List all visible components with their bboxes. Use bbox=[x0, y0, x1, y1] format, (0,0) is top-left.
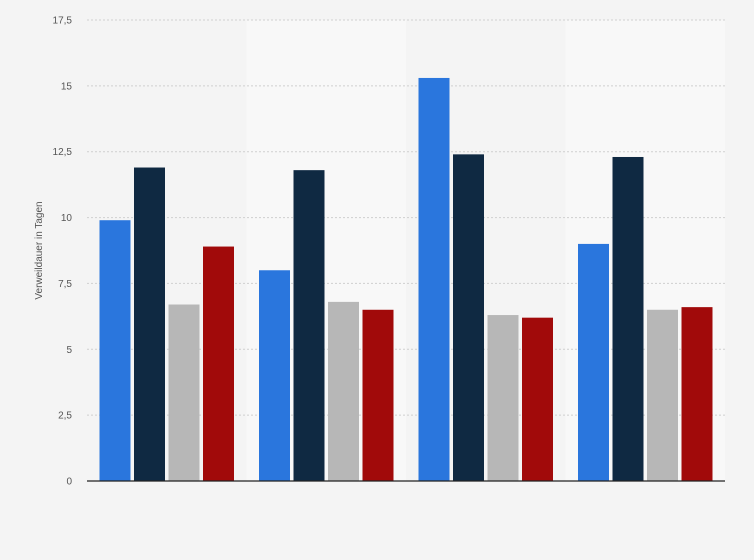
y-tick-label: 12,5 bbox=[53, 147, 73, 158]
y-tick-label: 10 bbox=[61, 213, 73, 224]
y-axis-title: Verweildauer in Tagen bbox=[34, 201, 45, 299]
bars bbox=[99, 77, 713, 482]
bar bbox=[134, 167, 165, 481]
bar bbox=[578, 243, 609, 481]
y-tick-label: 2,5 bbox=[58, 411, 72, 422]
bar bbox=[647, 309, 678, 481]
y-tick-label: 17,5 bbox=[53, 16, 73, 27]
bar bbox=[168, 304, 200, 481]
bar bbox=[612, 156, 644, 482]
bar bbox=[99, 220, 131, 481]
y-tick-label: 5 bbox=[66, 345, 72, 356]
bar bbox=[522, 317, 553, 481]
bar bbox=[203, 246, 234, 481]
bar bbox=[328, 301, 359, 481]
bar bbox=[453, 154, 484, 481]
bar bbox=[418, 77, 450, 481]
bar bbox=[293, 170, 325, 481]
bar bbox=[487, 315, 519, 481]
bar bbox=[362, 309, 394, 481]
y-axis-ticks: 0 2,5 5 7,5 10 12,5 15 17,5 bbox=[53, 16, 73, 488]
bar bbox=[681, 307, 713, 481]
y-tick-label: 7,5 bbox=[58, 279, 72, 290]
bar bbox=[259, 270, 290, 481]
y-tick-label: 15 bbox=[61, 81, 73, 92]
y-tick-label: 0 bbox=[66, 477, 72, 488]
